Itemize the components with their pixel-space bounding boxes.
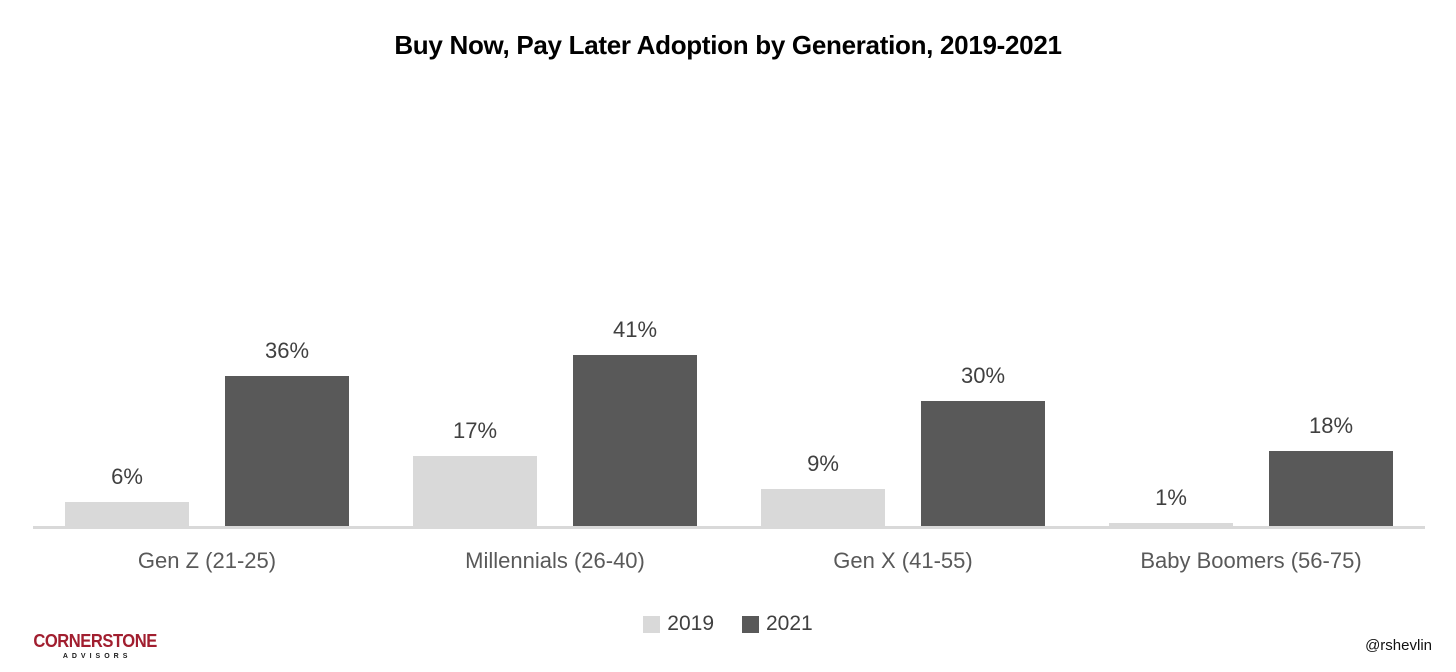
bar-group-millennials-26-40: 17% 41%: [381, 90, 729, 527]
category-label-baby-boomers-56-75: Baby Boomers (56-75): [1140, 548, 1362, 573]
data-label-2019-baby-boomers-56-75: 1%: [1155, 485, 1187, 510]
bar-group-baby-boomers-56-75: 1% 18%: [1077, 90, 1425, 527]
bar-2021-gen-x-41-55: [921, 401, 1045, 527]
category-axis: Gen Z (21-25) Millennials (26-40) Gen X (4…: [33, 548, 1425, 574]
legend-label-2019: 2019: [667, 612, 714, 635]
logo-primary-text: CORNERSTONE: [33, 631, 157, 651]
bar-2019-millennials-26-40: [413, 456, 537, 527]
bar-2019-gen-x-41-55: [761, 489, 885, 527]
legend-swatch-2019: [643, 615, 661, 633]
category-label-gen-z-21-25: Gen Z (21-25): [137, 548, 277, 573]
data-label-2019-gen-x-41-55: 9%: [807, 451, 839, 476]
category-label-millennials-26-40: Millennials (26-40): [465, 548, 645, 573]
bar-2021-baby-boomers-56-75: [1269, 451, 1393, 527]
data-label-2019-millennials-26-40: 17%: [452, 418, 498, 443]
legend-item-2021: 2021: [742, 612, 813, 636]
data-label-2021-baby-boomers-56-75: 18%: [1308, 413, 1354, 438]
legend-swatch-2021: [742, 615, 759, 633]
logo-secondary-text: ADVISORS: [62, 653, 132, 660]
legend: 2019 2021: [0, 612, 1456, 636]
plot-area: 6% 36% 17% 41% 9% 30% 1% 18%: [33, 90, 1425, 527]
bar-2021-gen-z-21-25: [225, 376, 349, 527]
data-label-2019-gen-z-21-25: 6%: [111, 464, 143, 489]
bar-wrap-2021-baby-boomers-56-75: 18%: [1269, 413, 1393, 527]
chart-title: Buy Now, Pay Later Adoption by Generatio…: [394, 30, 1062, 60]
category-label-gen-x-41-55: Gen X (41-55): [833, 548, 973, 573]
bar-wrap-2019-gen-x-41-55: 9%: [761, 451, 885, 527]
bar-wrap-2019-baby-boomers-56-75: 1%: [1109, 485, 1233, 527]
bar-wrap-2021-gen-z-21-25: 36%: [225, 338, 349, 527]
bar-2019-gen-z-21-25: [65, 502, 189, 527]
twitter-handle: @rshevlin: [1365, 637, 1432, 654]
bar-group-gen-x-41-55: 9% 30%: [729, 90, 1077, 527]
bar-wrap-2019-millennials-26-40: 17%: [413, 418, 537, 527]
bar-wrap-2021-gen-x-41-55: 30%: [921, 363, 1045, 527]
cornerstone-logo: CORNERSTONE ADVISORS: [28, 632, 162, 660]
bar-2021-millennials-26-40: [573, 355, 697, 527]
legend-item-2019: 2019: [643, 612, 714, 636]
bar-group-gen-z-21-25: 6% 36%: [33, 90, 381, 527]
data-label-2021-millennials-26-40: 41%: [612, 317, 658, 342]
bar-2019-baby-boomers-56-75: [1109, 523, 1233, 527]
x-axis-line: [33, 526, 1425, 529]
legend-label-2021: 2021: [766, 612, 813, 635]
data-label-2021-gen-x-41-55: 30%: [960, 363, 1006, 388]
bar-wrap-2021-millennials-26-40: 41%: [573, 317, 697, 527]
bar-wrap-2019-gen-z-21-25: 6%: [65, 464, 189, 527]
bar-groups: 6% 36% 17% 41% 9% 30% 1% 18%: [33, 90, 1425, 527]
data-label-2021-gen-z-21-25: 36%: [264, 338, 310, 363]
